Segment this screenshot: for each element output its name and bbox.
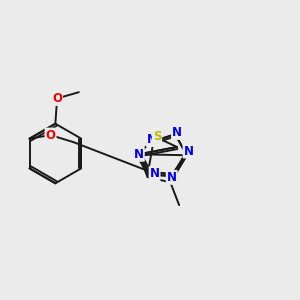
Text: S: S <box>153 130 161 143</box>
Text: O: O <box>52 92 62 105</box>
Text: N: N <box>150 167 160 180</box>
Text: N: N <box>167 171 177 184</box>
Text: N: N <box>134 148 144 161</box>
Text: N: N <box>184 145 194 158</box>
Text: O: O <box>46 129 56 142</box>
Text: N: N <box>172 126 182 139</box>
Text: N: N <box>147 133 157 146</box>
